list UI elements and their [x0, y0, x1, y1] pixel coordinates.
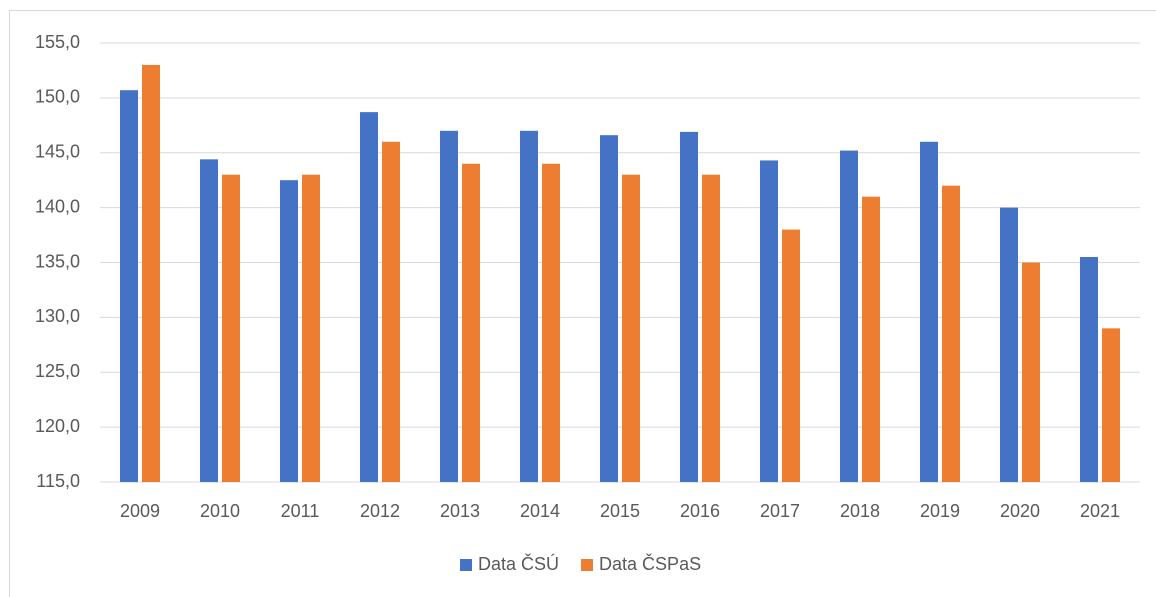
y-tick-label: 130,0	[35, 306, 80, 326]
bar	[702, 174, 720, 482]
bar	[542, 163, 560, 482]
x-tick-label: 2017	[760, 501, 800, 521]
bar	[302, 174, 320, 482]
x-tick-label: 2010	[200, 501, 240, 521]
x-tick-label: 2021	[1080, 501, 1120, 521]
y-tick-label: 125,0	[35, 361, 80, 381]
bar	[942, 185, 960, 483]
bar	[840, 150, 858, 482]
bar	[222, 174, 240, 482]
x-tick-label: 2018	[840, 501, 880, 521]
y-tick-label: 155,0	[35, 32, 80, 52]
bar	[120, 90, 138, 482]
bar	[782, 229, 800, 482]
bar	[1000, 207, 1018, 482]
bar	[600, 135, 618, 482]
x-tick-label: 2011	[281, 501, 320, 521]
bar	[440, 130, 458, 483]
x-tick-label: 2020	[1000, 501, 1040, 521]
bar	[462, 163, 480, 482]
bar	[1080, 257, 1098, 482]
bar	[622, 174, 640, 482]
x-tick-label: 2012	[360, 501, 400, 521]
bar	[862, 196, 880, 482]
legend-label: Data ČSPaS	[599, 553, 701, 574]
legend-label: Data ČSÚ	[478, 553, 559, 574]
bar	[760, 160, 778, 482]
x-tick-label: 2014	[520, 501, 560, 521]
bar	[1022, 262, 1040, 482]
y-tick-label: 135,0	[35, 251, 80, 271]
x-tick-label: 2016	[680, 501, 720, 521]
x-tick-label: 2019	[920, 501, 960, 521]
chart-border	[9, 10, 1156, 597]
bar	[382, 141, 400, 482]
x-tick-label: 2009	[120, 501, 160, 521]
bar	[680, 131, 698, 482]
y-tick-label: 145,0	[35, 142, 80, 162]
bar	[920, 141, 938, 482]
y-tick-label: 150,0	[35, 87, 80, 107]
y-tick-label: 120,0	[35, 416, 80, 436]
x-tick-label: 2015	[600, 501, 640, 521]
bar	[520, 130, 538, 483]
legend-swatch	[581, 559, 594, 571]
bar	[360, 112, 378, 482]
bar	[200, 159, 218, 482]
legend-swatch	[460, 559, 472, 571]
y-tick-label: 140,0	[35, 196, 80, 216]
bar	[1102, 328, 1120, 482]
bar	[142, 64, 160, 482]
bar	[280, 180, 298, 482]
y-tick-label: 115,0	[36, 471, 80, 491]
x-tick-label: 2013	[440, 501, 480, 521]
